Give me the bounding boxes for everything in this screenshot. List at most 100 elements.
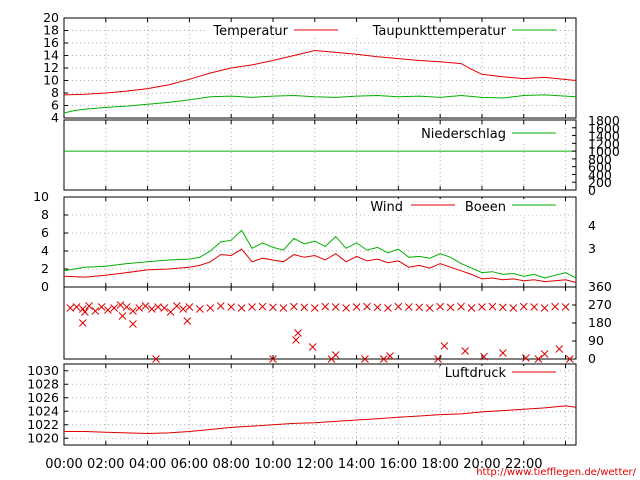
marker-stroke bbox=[81, 308, 89, 316]
y-tick-label: 2 bbox=[41, 261, 49, 276]
marker-stroke bbox=[91, 307, 100, 315]
marker-stroke bbox=[327, 355, 336, 363]
marker-stroke bbox=[310, 304, 319, 312]
wind-direction-marker bbox=[154, 303, 162, 311]
wind-direction-marker bbox=[342, 304, 350, 312]
marker-stroke bbox=[384, 304, 392, 312]
marker-stroke bbox=[361, 355, 369, 363]
grid-lines bbox=[64, 18, 576, 445]
legend-label-niederschlag: Niederschlag bbox=[421, 127, 506, 142]
marker-stroke bbox=[154, 303, 162, 311]
legend-label-taupunkt: Taupunkttemperatur bbox=[372, 24, 507, 39]
wind-direction-marker bbox=[379, 355, 388, 363]
wind-direction-marker bbox=[78, 319, 87, 327]
marker-stroke bbox=[292, 336, 300, 344]
wind-direction-marker bbox=[446, 303, 455, 312]
wind-direction-marker bbox=[227, 303, 236, 311]
y-tick-label: 0 bbox=[588, 351, 596, 366]
wind-direction-marker bbox=[97, 303, 106, 311]
y-tick-label: 1024 bbox=[27, 403, 59, 418]
wind-direction-marker bbox=[361, 355, 369, 363]
y-tick-label: 1400 bbox=[588, 129, 620, 144]
wind-direction-marker bbox=[248, 303, 256, 311]
marker-stroke bbox=[78, 319, 87, 327]
x-tick-label: 02:00 bbox=[87, 457, 124, 472]
x-tick-label: 20:00 bbox=[463, 457, 500, 472]
wind-direction-marker bbox=[237, 304, 246, 312]
marker-stroke bbox=[294, 329, 302, 337]
marker-stroke bbox=[499, 303, 507, 312]
y-tick-label: 20 bbox=[43, 10, 59, 25]
wind-direction-marker bbox=[540, 304, 549, 312]
wind-direction-marker bbox=[72, 303, 81, 311]
y-tick-label: 600 bbox=[588, 160, 612, 175]
wind-direction-marker bbox=[551, 302, 559, 311]
marker-stroke bbox=[551, 302, 559, 311]
y-tick-label: 1030 bbox=[27, 363, 59, 378]
wind-direction-marker bbox=[81, 308, 89, 316]
legend-precipitation: Niederschlag bbox=[415, 125, 560, 142]
wind-direction-marker bbox=[152, 355, 160, 363]
marker-stroke bbox=[72, 303, 81, 311]
y-tick-label: 1200 bbox=[588, 136, 620, 151]
wind-direction-marker bbox=[279, 304, 288, 312]
wind-direction-marker bbox=[509, 304, 518, 312]
marker-stroke bbox=[237, 304, 246, 312]
x-tick-label: 04:00 bbox=[129, 457, 166, 472]
marker-stroke bbox=[540, 350, 549, 358]
wind-direction-marker bbox=[394, 302, 403, 311]
marker-stroke bbox=[440, 342, 449, 350]
x-tick-label: 16:00 bbox=[380, 457, 417, 472]
marker-stroke bbox=[258, 302, 267, 311]
y-tick-label: 14 bbox=[43, 48, 59, 63]
marker-stroke bbox=[530, 303, 539, 311]
footer-url[interactable]: http://www.tiefflegen.de/wetter/ bbox=[476, 467, 636, 478]
y-tick-label: 90 bbox=[588, 333, 604, 348]
y-tick-label: 10 bbox=[43, 73, 59, 88]
wind-direction-marker bbox=[467, 304, 476, 312]
y-tick-label: 12 bbox=[43, 60, 59, 75]
wind-direction-marker bbox=[436, 302, 445, 311]
marker-stroke bbox=[206, 304, 215, 312]
y-tick-label: 1000 bbox=[588, 144, 620, 159]
wind-direction-marker bbox=[321, 302, 330, 311]
y-tick-label: 1600 bbox=[588, 121, 620, 136]
marker-stroke bbox=[363, 302, 371, 311]
wind-direction-marker bbox=[292, 336, 300, 344]
marker-stroke bbox=[436, 302, 445, 311]
marker-stroke bbox=[227, 303, 236, 311]
marker-stroke bbox=[279, 304, 288, 312]
marker-stroke bbox=[118, 312, 127, 320]
marker-stroke bbox=[499, 349, 507, 357]
wind-direction-marker bbox=[561, 303, 570, 311]
wind-direction-marker bbox=[386, 352, 394, 360]
y-tick-label: 8 bbox=[41, 207, 49, 222]
wind-direction-marker bbox=[122, 303, 131, 311]
wind-direction-marker bbox=[461, 347, 470, 355]
wind-direction-marker bbox=[206, 304, 215, 312]
y-tick-label: 8 bbox=[51, 85, 59, 100]
marker-stroke bbox=[129, 320, 137, 328]
y-tick-label-right: 4 bbox=[588, 218, 596, 233]
wind-direction-marker bbox=[310, 304, 319, 312]
wind-direction-marker bbox=[290, 302, 298, 311]
data-series bbox=[63, 49, 577, 435]
wind-direction-marker bbox=[185, 303, 194, 311]
marker-stroke bbox=[179, 305, 187, 313]
marker-stroke bbox=[521, 354, 530, 362]
y-tick-label: 270 bbox=[588, 297, 612, 312]
wind-direction-marker bbox=[258, 302, 267, 311]
wind-direction-marker bbox=[135, 304, 144, 312]
series-line-temperatur bbox=[63, 49, 577, 96]
marker-stroke bbox=[110, 304, 119, 312]
wind-direction-marker bbox=[488, 302, 497, 311]
wind-direction-marker bbox=[116, 301, 125, 309]
marker-stroke bbox=[122, 303, 131, 311]
wind-direction-marker bbox=[66, 304, 75, 312]
x-tick-label: 22:00 bbox=[505, 457, 542, 472]
marker-stroke bbox=[116, 301, 125, 309]
wind-direction-marker bbox=[269, 303, 277, 312]
x-tick-label: 08:00 bbox=[212, 457, 249, 472]
legend-temperature: Temperatur Taupunkttemperatur bbox=[205, 22, 556, 39]
wind-direction-marker bbox=[499, 303, 507, 312]
